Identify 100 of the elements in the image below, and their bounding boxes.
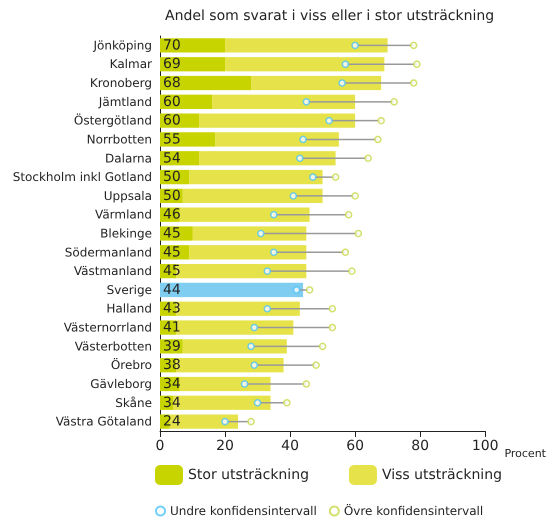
bar — [199, 151, 336, 166]
bar — [251, 76, 382, 90]
y-tick-label: Norrbotten — [86, 132, 152, 146]
bar — [189, 245, 306, 260]
y-tick-label: Sverige — [106, 282, 152, 297]
y-tick-label: Värmland — [95, 208, 152, 222]
point — [270, 210, 278, 218]
total-label: 45 — [163, 226, 181, 242]
chart-title: Andel som svarat i viss eller i stor utsträckning — [165, 8, 494, 24]
point — [302, 380, 310, 388]
point — [377, 116, 385, 124]
bar — [212, 94, 356, 109]
point — [318, 342, 326, 350]
total-label: 60 — [163, 112, 181, 129]
point — [410, 42, 418, 50]
point — [354, 230, 362, 238]
point — [290, 192, 298, 200]
point — [342, 248, 350, 256]
point — [332, 173, 340, 181]
point — [257, 230, 265, 238]
y-tick-label: Östergötland — [74, 114, 152, 128]
point — [364, 154, 372, 162]
point — [410, 79, 418, 87]
point — [344, 210, 352, 218]
bar — [160, 282, 304, 298]
y-tick-label: Gävleborg — [90, 376, 152, 391]
total-label: 50 — [163, 169, 181, 186]
point — [283, 399, 291, 407]
y-tick-label: Blekinge — [100, 226, 152, 240]
total-label: 34 — [163, 394, 181, 411]
legend-label: Stor utsträckning — [188, 467, 309, 483]
point — [312, 361, 320, 369]
point — [374, 136, 382, 144]
point — [302, 98, 310, 106]
legend-label: Viss utsträckning — [382, 467, 502, 483]
total-label: 45 — [163, 244, 181, 260]
total-label: 44 — [163, 282, 181, 298]
point — [240, 380, 248, 388]
bar — [225, 38, 388, 53]
point — [325, 116, 333, 124]
y-tick-label: Västerbotten — [74, 339, 152, 354]
y-tick-label: Örebro — [110, 358, 152, 372]
x-axis-title: Procent — [504, 447, 547, 460]
x-tick-label: 80 — [411, 438, 430, 454]
point — [250, 361, 258, 369]
bar — [182, 188, 323, 204]
y-tick-label: Skåne — [115, 396, 152, 410]
total-label: 50 — [163, 188, 181, 204]
y-tick-label: Västmanland — [74, 264, 152, 278]
total-label: 54 — [163, 150, 181, 166]
point — [247, 342, 255, 350]
bar — [199, 113, 356, 128]
bar — [182, 339, 287, 354]
bar — [160, 38, 226, 53]
y-tick-label: Västernorrland — [64, 320, 152, 335]
x-tick-label: 60 — [346, 438, 364, 454]
point — [247, 418, 255, 426]
point — [296, 154, 304, 162]
total-label: 55 — [163, 131, 181, 148]
y-tick-label: Uppsala — [104, 188, 152, 203]
total-label: 24 — [163, 414, 181, 430]
total-label: 34 — [163, 376, 181, 392]
point — [292, 286, 300, 294]
point — [264, 267, 272, 275]
x-tick-label: 40 — [281, 438, 299, 454]
point — [299, 136, 307, 144]
point — [221, 418, 229, 426]
point — [328, 304, 336, 312]
point — [338, 79, 346, 87]
y-tick-label: Kalmar — [110, 57, 152, 72]
point — [250, 324, 258, 332]
total-label: 69 — [163, 56, 181, 72]
total-label: 46 — [163, 206, 181, 223]
y-tick-label: Jönköping — [92, 38, 152, 52]
point — [348, 267, 356, 275]
legend-label: Övre konfidensintervall — [344, 504, 484, 518]
y-tick-label: Halland — [106, 302, 152, 316]
bar — [160, 57, 226, 72]
y-tick-label: Dalarna — [105, 151, 152, 166]
y-tick-label: Jämtland — [98, 94, 152, 109]
bar — [160, 76, 252, 90]
point — [309, 173, 317, 181]
point — [390, 98, 398, 106]
bar — [189, 170, 323, 184]
point — [413, 60, 421, 68]
point — [264, 304, 272, 312]
y-tick-label: Stockholm inkl Gotland — [12, 170, 152, 184]
x-tick-label: 20 — [216, 438, 234, 454]
bar — [180, 208, 310, 222]
y-tick-label: Kronoberg — [90, 76, 152, 90]
total-label: 60 — [163, 94, 181, 110]
bar — [192, 226, 306, 241]
bar — [180, 376, 271, 392]
point — [306, 286, 314, 294]
legend-label: Undre konfidensintervall — [170, 504, 317, 518]
y-tick-label: Västra Götaland — [56, 414, 152, 429]
point — [254, 399, 262, 407]
point — [351, 192, 359, 200]
point — [328, 324, 336, 332]
total-label: 68 — [163, 75, 181, 92]
